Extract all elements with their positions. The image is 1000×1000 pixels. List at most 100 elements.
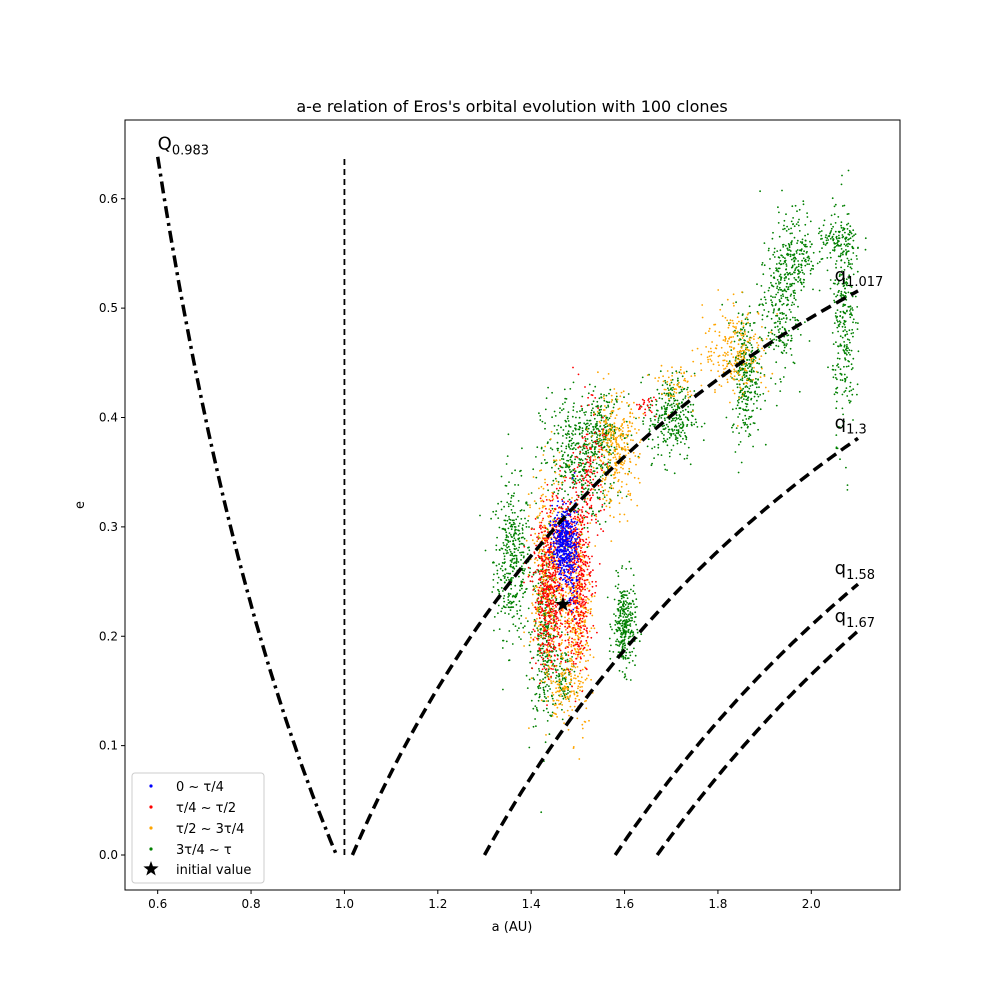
data-point: [603, 394, 605, 396]
data-point: [609, 486, 612, 489]
data-point: [847, 259, 850, 262]
data-point: [625, 483, 628, 486]
data-point: [630, 629, 633, 632]
data-point: [677, 422, 680, 425]
data-point: [587, 602, 589, 604]
data-point: [742, 326, 745, 329]
data-point: [503, 606, 506, 608]
data-point: [743, 342, 746, 344]
data-point: [687, 446, 690, 449]
data-point: [604, 414, 607, 417]
data-point: [495, 510, 498, 512]
data-point: [577, 597, 580, 600]
data-point: [681, 390, 683, 393]
data-point: [760, 298, 762, 301]
data-point: [629, 461, 632, 463]
data-point: [617, 575, 620, 578]
data-point: [696, 347, 699, 350]
data-point: [561, 677, 564, 680]
data-point: [619, 610, 622, 613]
data-point: [547, 529, 550, 531]
data-point: [546, 461, 549, 464]
data-point: [808, 263, 810, 266]
data-point: [534, 623, 537, 626]
data-point: [560, 614, 563, 617]
data-point: [542, 660, 545, 663]
data-point: [658, 392, 660, 395]
data-point: [732, 356, 735, 359]
data-point: [573, 677, 575, 679]
data-point: [685, 438, 688, 441]
data-point: [622, 616, 625, 618]
data-point: [538, 487, 540, 490]
data-point: [518, 543, 521, 546]
data-point: [555, 687, 557, 690]
data-point: [625, 654, 627, 657]
data-point: [786, 253, 788, 256]
data-point: [679, 453, 681, 456]
data-point: [584, 482, 587, 484]
data-point: [846, 344, 848, 346]
data-point: [622, 642, 625, 645]
data-point: [565, 398, 568, 400]
data-point: [559, 465, 561, 467]
data-point: [739, 356, 742, 358]
data-point: [802, 200, 805, 203]
data-point: [747, 312, 750, 315]
data-point: [845, 365, 848, 368]
data-point: [580, 464, 582, 467]
data-point: [843, 243, 846, 246]
data-point: [509, 519, 512, 521]
data-point: [844, 380, 846, 383]
data-point: [560, 643, 562, 646]
data-point: [629, 415, 632, 418]
data-point: [614, 449, 616, 452]
data-point: [752, 403, 755, 405]
data-point: [722, 359, 725, 362]
data-point: [763, 374, 766, 376]
data-point: [539, 629, 542, 631]
data-point: [855, 321, 857, 324]
data-point: [743, 343, 746, 346]
data-point: [703, 422, 706, 425]
data-point: [537, 629, 539, 631]
data-point: [758, 362, 760, 365]
data-point: [789, 339, 792, 342]
data-point: [557, 467, 560, 470]
data-point: [517, 549, 519, 552]
data-point: [601, 441, 604, 444]
data-point: [730, 346, 733, 348]
data-point: [835, 295, 837, 298]
data-point: [626, 402, 628, 404]
data-point: [569, 673, 571, 675]
data-point: [730, 336, 733, 339]
data-point: [680, 441, 682, 444]
data-point: [717, 289, 720, 291]
data-point: [754, 383, 757, 385]
data-point: [508, 578, 510, 581]
data-point: [544, 741, 547, 744]
data-point: [514, 484, 516, 486]
data-point: [615, 392, 618, 395]
data-point: [584, 619, 587, 621]
data-point: [786, 303, 789, 306]
data-point: [560, 701, 563, 703]
data-point: [518, 540, 521, 543]
data-point: [540, 602, 543, 604]
data-point: [581, 407, 584, 410]
data-point: [550, 682, 553, 685]
data-point: [629, 651, 631, 654]
data-point: [567, 430, 570, 433]
data-point: [597, 520, 599, 522]
data-point: [736, 425, 739, 427]
data-point: [529, 633, 532, 636]
data-point: [803, 285, 805, 288]
data-point: [812, 265, 814, 267]
data-point: [744, 351, 747, 354]
data-point: [730, 363, 733, 366]
data-point: [548, 616, 551, 619]
data-point: [849, 381, 852, 384]
data-point: [534, 636, 536, 639]
data-point: [623, 442, 626, 444]
data-point: [735, 301, 737, 304]
